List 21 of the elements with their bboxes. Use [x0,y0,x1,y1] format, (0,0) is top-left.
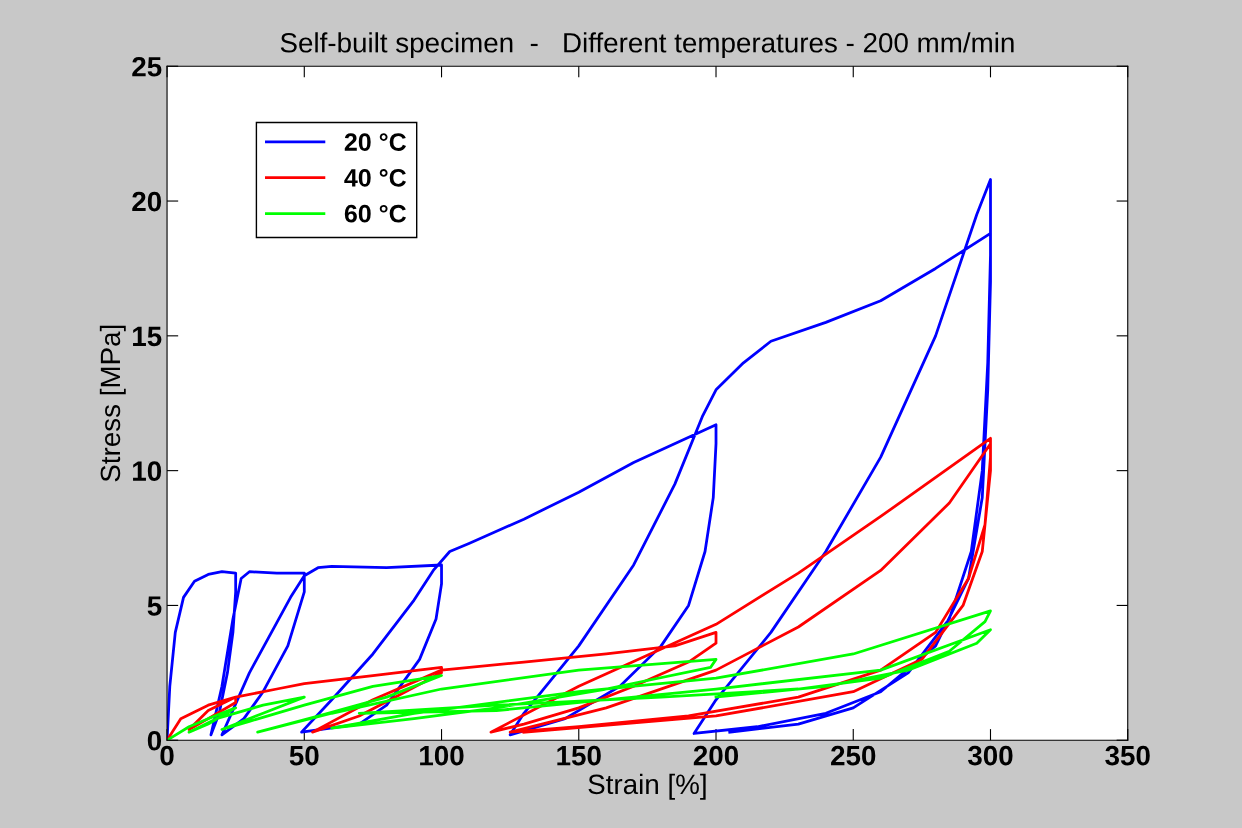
x-tick-label: 50 [289,745,319,766]
y-tick-label: 15 [133,326,162,347]
line-series [167,609,992,741]
y-tick-label: 20 [132,191,162,212]
x-tick-label: 350 [1105,745,1150,766]
line-series [167,436,992,741]
legend-label: 60 °C [344,204,407,223]
y-axis-title: Stress [MPa] [99,325,126,482]
x-tick-label: 300 [967,745,1013,766]
x-tick-label: 100 [420,745,464,766]
y-tick-label: 5 [147,596,162,616]
y-tick-label: 25 [132,56,162,77]
x-tick-label: 150 [557,745,601,766]
y-tick-label: 10 [133,461,162,481]
x-axis-title: Strain [%] [588,773,706,800]
x-tick-label: 250 [831,745,876,766]
x-tick-label: 200 [693,745,739,766]
legend-label: 20 °C [344,133,407,151]
y-tick-label: 0 [147,730,162,751]
legend-label: 40 °C [344,169,407,187]
chart-title: Self-built specimen - Different temperatures - 200 mm/min [280,32,1014,59]
